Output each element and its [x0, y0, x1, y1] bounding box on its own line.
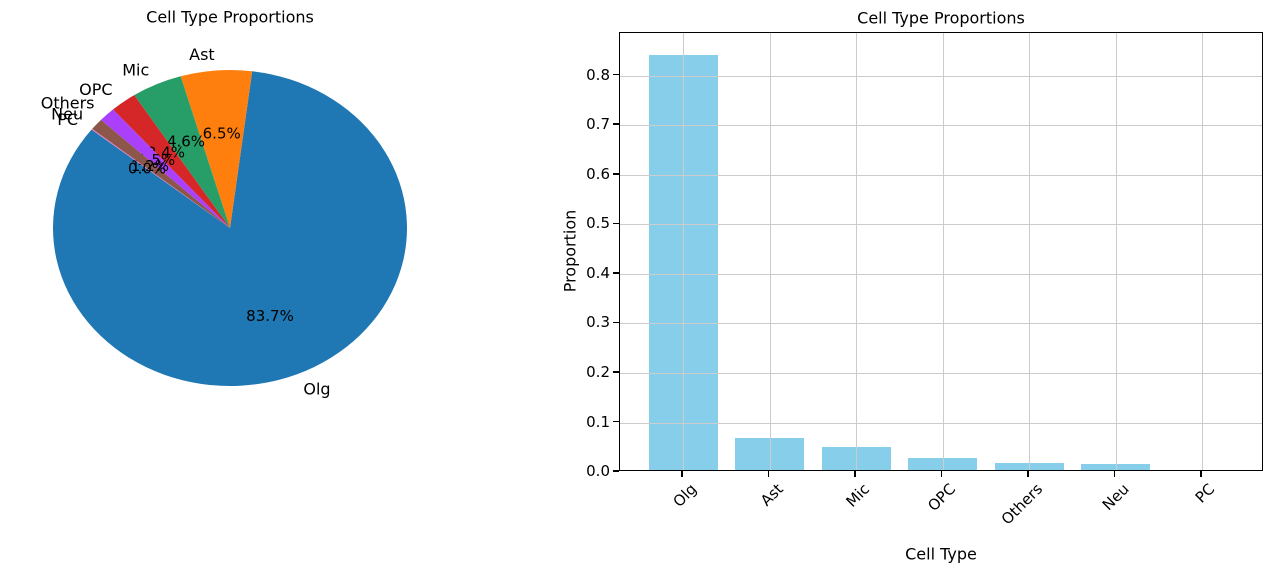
- ytick-mark-0.1: [613, 420, 619, 423]
- ytick-label-0.7: 0.7: [586, 115, 610, 134]
- pie-pct-Ast: 6.5%: [203, 125, 241, 143]
- gridline-x-Mic: [856, 33, 857, 470]
- gridline-y-0.7: [620, 125, 1262, 127]
- ytick-mark-0.0: [613, 470, 619, 472]
- pie-label-PC: PC: [57, 110, 78, 129]
- bar-chart-title: Cell Type Proportions: [857, 8, 1025, 28]
- pie-slice-OPC: [112, 95, 230, 228]
- pie-chart-title: Cell Type Proportions: [146, 7, 314, 27]
- xtick-label-Mic: Mic: [842, 480, 873, 511]
- pie-label-OPC: OPC: [79, 80, 112, 99]
- pie-pct-Neu: 1.2%: [131, 157, 169, 175]
- xtick-label-Olg: Olg: [668, 480, 700, 511]
- xtick-mark-Ast: [767, 471, 770, 477]
- ytick-mark-0.2: [613, 371, 619, 373]
- pie-label-Others: Others: [41, 94, 95, 113]
- xtick-label-Others: Others: [997, 480, 1046, 529]
- gridline-y-0.3: [620, 323, 1262, 325]
- pie-label-Mic: Mic: [122, 60, 149, 79]
- pie-label-Olg: Olg: [303, 380, 330, 399]
- pie-slice-PC: [91, 128, 231, 228]
- gridline-x-OPC: [942, 33, 944, 470]
- ytick-label-0.1: 0.1: [586, 412, 610, 431]
- ytick-label-0.0: 0.0: [586, 462, 610, 480]
- ytick-mark-0.3: [613, 321, 619, 324]
- pie-pct-Olg: 83.7%: [246, 307, 294, 325]
- pie-slice-Olg: [52, 71, 407, 387]
- gridline-y-0.4: [620, 273, 1262, 275]
- ytick-mark-0.8: [613, 73, 619, 76]
- pie-chart: Olg83.7%Ast6.5%Mic4.6%OPC2.4%Others1.5%N…: [41, 45, 407, 399]
- ytick-mark-0.6: [613, 173, 619, 175]
- ytick-mark-0.7: [613, 123, 619, 125]
- ytick-label-0.3: 0.3: [586, 313, 610, 332]
- xtick-label-OPC: OPC: [924, 480, 960, 515]
- gridline-y-0.1: [620, 422, 1262, 424]
- ytick-mark-0.4: [613, 272, 619, 274]
- gridline-x-Ast: [769, 33, 771, 470]
- ytick-mark-0.5: [613, 222, 619, 224]
- gridline-x-PC: [1202, 33, 1203, 470]
- pie-slice-Others: [100, 109, 230, 228]
- gridline-x-Olg: [683, 33, 684, 470]
- xtick-mark-Olg: [681, 471, 683, 477]
- ytick-label-0.2: 0.2: [586, 362, 610, 381]
- bar-plot-area: [619, 32, 1263, 471]
- gridline-y-0.5: [620, 224, 1262, 226]
- ytick-label-0.6: 0.6: [586, 164, 610, 183]
- pie-slice-Neu: [92, 119, 231, 228]
- pie-slice-Mic: [134, 76, 230, 229]
- xtick-mark-PC: [1200, 471, 1202, 477]
- gridline-y-0.8: [620, 75, 1262, 77]
- pie-label-Ast: Ast: [189, 45, 215, 64]
- xtick-mark-Others: [1027, 471, 1029, 477]
- pie-label-Neu: Neu: [51, 104, 83, 123]
- pie-slice-Ast: [180, 70, 253, 229]
- gridline-x-Others: [1029, 33, 1030, 470]
- xtick-mark-Mic: [854, 471, 856, 477]
- xtick-mark-Neu: [1113, 471, 1116, 477]
- xtick-label-PC: PC: [1192, 480, 1219, 507]
- xtick-label-Neu: Neu: [1098, 480, 1133, 514]
- ytick-label-0.5: 0.5: [586, 214, 610, 233]
- ytick-label-0.8: 0.8: [586, 65, 610, 84]
- xtick-label-Ast: Ast: [756, 480, 787, 510]
- gridline-y-0.6: [620, 174, 1262, 176]
- bar-xaxis-label: Cell Type: [905, 544, 977, 564]
- gridline-y-0.2: [620, 372, 1262, 374]
- xtick-mark-OPC: [940, 471, 943, 477]
- ytick-label-0.4: 0.4: [586, 263, 610, 282]
- pie-pct-PC: 0.0%: [128, 160, 166, 178]
- gridline-x-Neu: [1115, 33, 1117, 470]
- pie-pct-Mic: 4.6%: [167, 133, 205, 151]
